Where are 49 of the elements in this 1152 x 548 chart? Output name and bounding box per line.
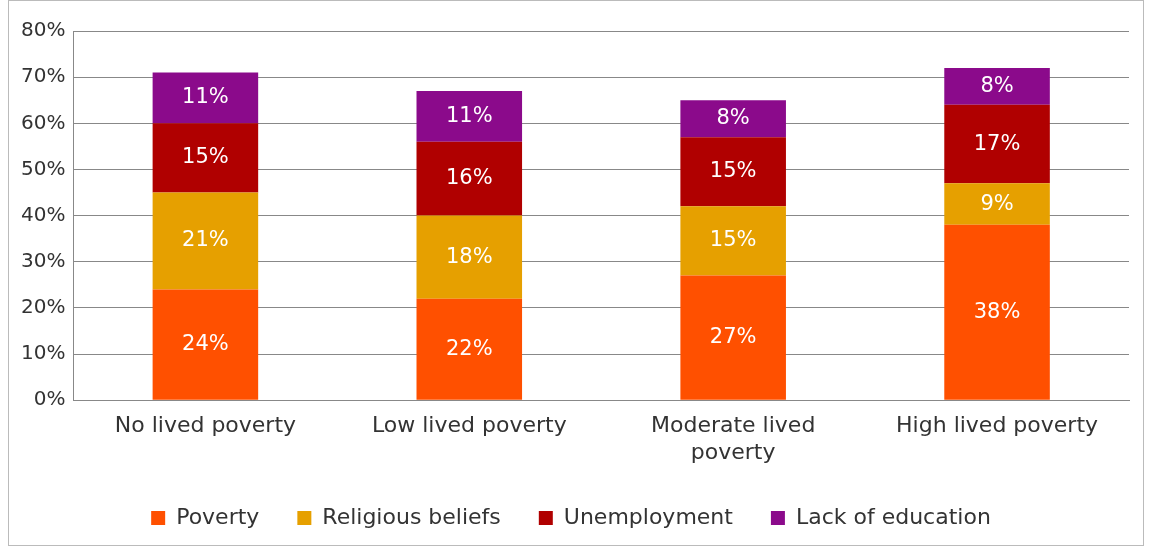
- bar: [680, 206, 786, 276]
- bar: [152, 72, 259, 124]
- legend-label: Lack of education: [795, 503, 991, 529]
- data-label: 24%: [182, 331, 229, 356]
- data-label: 15%: [709, 227, 757, 252]
- data-label: 17%: [973, 130, 1021, 155]
- y-tick-label: 60%: [21, 109, 66, 134]
- data-label: 22%: [445, 335, 493, 360]
- y-tick-label: 70%: [21, 63, 66, 88]
- bar: [680, 137, 786, 207]
- bar: [944, 224, 1050, 400]
- data-label: 38%: [973, 298, 1021, 323]
- data-label: 15%: [709, 158, 757, 183]
- data-label: 8%: [980, 72, 1014, 97]
- bar: [416, 141, 523, 216]
- data-label: 16%: [445, 165, 493, 190]
- bar: [416, 215, 523, 299]
- bar: [944, 104, 1050, 184]
- bar: [152, 289, 259, 400]
- bar: [944, 183, 1050, 225]
- y-tick-label: 80%: [21, 17, 66, 42]
- legend-label: Unemployment: [563, 503, 734, 529]
- data-label: 9%: [980, 190, 1014, 215]
- bar: [944, 67, 1050, 105]
- data-label: 8%: [716, 105, 750, 130]
- data-label: 11%: [182, 84, 229, 109]
- x-tick-label: No lived poverty: [114, 412, 297, 438]
- data-label: 15%: [182, 144, 229, 169]
- y-tick-label: 0%: [33, 386, 66, 411]
- bar: [416, 91, 523, 142]
- legend-label: Religious beliefs: [322, 503, 501, 529]
- y-tick-label: 40%: [21, 201, 66, 226]
- x-tick-label: Low lived poverty: [371, 412, 567, 438]
- data-label: 18%: [445, 243, 493, 268]
- bar: [152, 192, 259, 290]
- bar: [680, 100, 786, 138]
- data-label: 11%: [445, 102, 493, 127]
- y-tick-label: 10%: [21, 340, 66, 365]
- bar: [680, 275, 786, 400]
- x-tick-label: Moderate lived poverty: [650, 412, 816, 464]
- bar: [152, 123, 259, 193]
- y-tick-label: 50%: [21, 155, 66, 180]
- x-tick-label: High lived poverty: [896, 412, 1099, 438]
- y-tick-label: 30%: [21, 247, 66, 272]
- data-label: 21%: [182, 227, 229, 252]
- y-tick-label: 20%: [21, 294, 66, 319]
- data-label: 27%: [709, 324, 757, 349]
- bar: [416, 298, 523, 400]
- legend-label: Poverty: [176, 503, 260, 529]
